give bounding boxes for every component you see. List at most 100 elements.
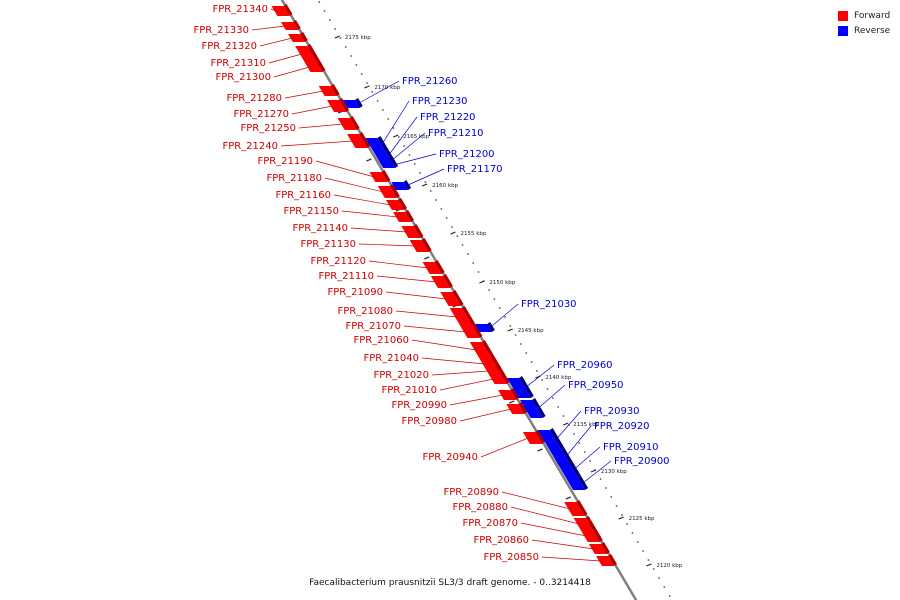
tick-label: 2120 kbp — [656, 563, 682, 569]
reverse-label-FPR_21210: FPR_21210 — [428, 128, 484, 139]
forward-gene-FPR_20980 — [506, 402, 528, 414]
forward-gene-FPR_21160-side — [398, 198, 407, 210]
forward-gene-FPR_20990-body — [498, 390, 516, 400]
reverse-swatch — [838, 25, 848, 36]
forward-swatch — [838, 10, 848, 21]
tick-mark — [562, 422, 569, 426]
reverse-gene-FPR_20930-body — [537, 430, 562, 450]
forward-gene-FPR_20860-body — [588, 544, 607, 554]
forward-label-FPR_21270-leader — [291, 105, 333, 115]
reverse-gene-FPR_21200-body — [379, 162, 396, 168]
scale-dot — [514, 334, 517, 336]
forward-label-FPR_21060-leader — [411, 339, 477, 351]
forward-label-FPR_21120-leader — [368, 260, 429, 269]
legend-forward: Forward — [838, 8, 890, 23]
tick-mark — [618, 516, 624, 520]
scale-dot — [466, 253, 469, 255]
forward-label-FPR_21280-leader — [284, 90, 324, 99]
scale-dot — [525, 352, 528, 354]
scale-dot — [488, 289, 490, 291]
scale-dot — [376, 100, 379, 102]
forward-label-FPR_21300: FPR_21300 — [215, 72, 271, 83]
forward-label-FPR_21240-leader — [280, 140, 354, 147]
scale-dot — [397, 136, 400, 138]
forward-gene-FPR_21250 — [337, 116, 360, 130]
forward-gene-FPR_21310 — [295, 44, 320, 62]
scale-dot — [520, 343, 522, 345]
forward-gene-FPR_21320 — [288, 32, 308, 42]
forward-gene-FPR_21140-side — [413, 224, 424, 238]
forward-label-FPR_20850-leader — [541, 556, 602, 562]
forward-gene-FPR_20860 — [588, 542, 610, 554]
forward-gene-FPR_21110-side — [442, 274, 453, 288]
forward-gene-FPR_21270-body — [327, 100, 347, 112]
forward-label-FPR_21180-leader — [324, 177, 384, 193]
forward-gene-FPR_20980-side — [518, 402, 528, 414]
reverse-label-FPR_20900-leader — [581, 460, 612, 485]
scale-dot — [652, 568, 655, 570]
forward-label-FPR_20880-leader — [510, 506, 580, 525]
forward-gene-FPR_20890 — [564, 500, 588, 516]
scale-dot — [445, 217, 448, 219]
forward-gene-FPR_21280-body — [318, 86, 337, 96]
forward-gene-FPR_21280 — [318, 84, 340, 96]
forward-gene-FPR_21280-side — [330, 84, 340, 96]
scale-dot — [371, 91, 374, 93]
tick-label: 2135 kbp — [573, 422, 599, 428]
tick-label: 2155 kbp — [460, 231, 486, 237]
tick-mark — [450, 231, 456, 235]
forward-label-FPR_20870-leader — [520, 522, 587, 537]
reverse-gene-FPR_20960-body — [507, 378, 531, 398]
forward-gene-FPR_21080-body — [449, 308, 473, 326]
scale-dot — [562, 415, 565, 417]
forward-gene-FPR_21310-side — [307, 44, 320, 62]
scale-dot — [387, 118, 390, 120]
forward-label-FPR_20980-leader — [459, 408, 512, 422]
forward-gene-FPR_21160-body — [386, 200, 404, 210]
forward-label-FPR_21070: FPR_21070 — [345, 321, 401, 332]
scale-dot — [658, 577, 660, 579]
reverse-label-FPR_21200: FPR_21200 — [439, 149, 495, 160]
scale-dot — [626, 523, 629, 525]
tick-mark — [421, 183, 428, 187]
tick-label: 2145 kbp — [518, 328, 544, 334]
legend: Forward Reverse — [838, 8, 890, 38]
forward-label-FPR_21250-leader — [298, 123, 344, 129]
tick-label: 2160 kbp — [432, 183, 458, 189]
forward-label-FPR_21150: FPR_21150 — [283, 206, 339, 217]
reverse-gene-FPR_20920-body — [549, 450, 570, 464]
forward-label-FPR_21300-leader — [273, 66, 310, 78]
forward-gene-FPR_21340 — [271, 4, 293, 16]
forward-gene-FPR_21120-side — [434, 260, 445, 274]
scale-dot — [366, 82, 368, 84]
forward-label-FPR_21240: FPR_21240 — [222, 141, 278, 152]
tick-label: 2125 kbp — [629, 516, 655, 522]
scale-dot — [647, 559, 650, 561]
forward-gene-FPR_21020-body — [483, 366, 502, 376]
reverse-label-FPR_21030-leader — [489, 303, 519, 329]
forward-label-FPR_21040-leader — [421, 357, 485, 365]
scale-dot — [334, 28, 337, 30]
scale-dot — [668, 595, 671, 597]
forward-label-FPR_21060: FPR_21060 — [353, 335, 409, 346]
forward-label-FPR_20890: FPR_20890 — [443, 487, 499, 498]
scale-dot — [551, 397, 554, 399]
scale-dot — [504, 316, 506, 318]
forward-gene-FPR_20850-body — [596, 556, 614, 566]
forward-label-FPR_20850: FPR_20850 — [483, 552, 539, 563]
gene-labels: FPR_21340 FPR_21330 FPR_21320 FPR_21310 FPR_… — [193, 4, 669, 563]
scale-dot — [610, 496, 613, 498]
reverse-gene-FPR_21260-body — [343, 100, 360, 108]
forward-label-FPR_20880: FPR_20880 — [452, 502, 508, 513]
reverse-gene-FPR_20950-body — [520, 400, 543, 418]
forward-gene-FPR_20870 — [580, 528, 603, 542]
reverse-gene-FPR_20900-body — [566, 478, 586, 490]
forward-gene-FPR_21240 — [347, 132, 371, 148]
reverse-gene-FPR_21170-body — [391, 182, 409, 190]
scale-dot — [392, 127, 395, 129]
tick-label: 2170 kbp — [374, 85, 400, 91]
tick-label: 2130 kbp — [601, 469, 627, 475]
scale-dot — [642, 550, 644, 552]
forward-label-FPR_21140-leader — [350, 227, 407, 233]
